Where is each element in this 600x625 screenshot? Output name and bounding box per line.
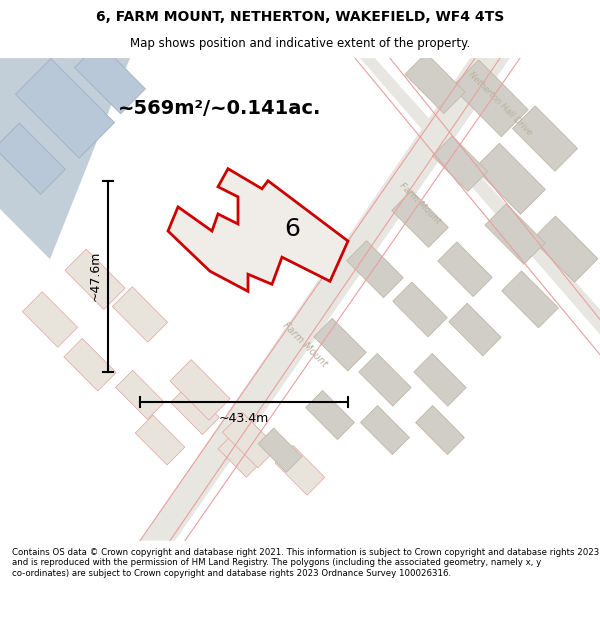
Polygon shape [438, 242, 492, 297]
Polygon shape [360, 58, 600, 334]
Polygon shape [140, 58, 510, 541]
Polygon shape [361, 406, 409, 454]
Polygon shape [223, 412, 278, 468]
Text: Farm Mount: Farm Mount [281, 320, 329, 369]
Polygon shape [275, 446, 325, 495]
Text: ~43.4m: ~43.4m [219, 412, 269, 425]
Polygon shape [22, 292, 77, 348]
Polygon shape [405, 53, 465, 114]
Polygon shape [170, 386, 220, 434]
Polygon shape [16, 59, 115, 158]
Text: Farm Mount: Farm Mount [398, 181, 442, 226]
Text: Contains OS data © Crown copyright and database right 2021. This information is : Contains OS data © Crown copyright and d… [12, 548, 599, 578]
Polygon shape [340, 58, 600, 359]
Polygon shape [218, 433, 262, 478]
Polygon shape [416, 406, 464, 454]
Polygon shape [452, 60, 528, 137]
Polygon shape [135, 415, 185, 465]
Polygon shape [512, 106, 578, 171]
Polygon shape [502, 271, 558, 328]
Polygon shape [393, 282, 447, 337]
Polygon shape [112, 287, 167, 342]
Polygon shape [0, 123, 65, 194]
Polygon shape [168, 169, 348, 291]
Polygon shape [65, 249, 125, 309]
Polygon shape [120, 58, 530, 541]
Polygon shape [305, 391, 355, 439]
Text: Map shows position and indicative extent of the property.: Map shows position and indicative extent… [130, 37, 470, 49]
Polygon shape [414, 354, 466, 406]
Polygon shape [475, 143, 545, 214]
Polygon shape [359, 354, 411, 406]
Polygon shape [392, 191, 448, 248]
Text: ~47.6m: ~47.6m [89, 251, 102, 301]
Polygon shape [532, 216, 598, 282]
Polygon shape [258, 428, 302, 472]
Polygon shape [449, 303, 501, 356]
Text: Netherton Hall Drive: Netherton Hall Drive [466, 70, 533, 137]
Text: 6, FARM MOUNT, NETHERTON, WAKEFIELD, WF4 4TS: 6, FARM MOUNT, NETHERTON, WAKEFIELD, WF4… [96, 10, 504, 24]
Polygon shape [74, 42, 145, 114]
Text: ~569m²/~0.141ac.: ~569m²/~0.141ac. [118, 99, 322, 118]
Polygon shape [485, 204, 545, 264]
Polygon shape [64, 338, 116, 391]
Polygon shape [116, 371, 164, 419]
Text: 6: 6 [284, 217, 300, 241]
Polygon shape [347, 241, 403, 298]
Polygon shape [0, 58, 130, 259]
Polygon shape [170, 359, 230, 420]
Polygon shape [314, 318, 366, 371]
Polygon shape [433, 136, 488, 191]
